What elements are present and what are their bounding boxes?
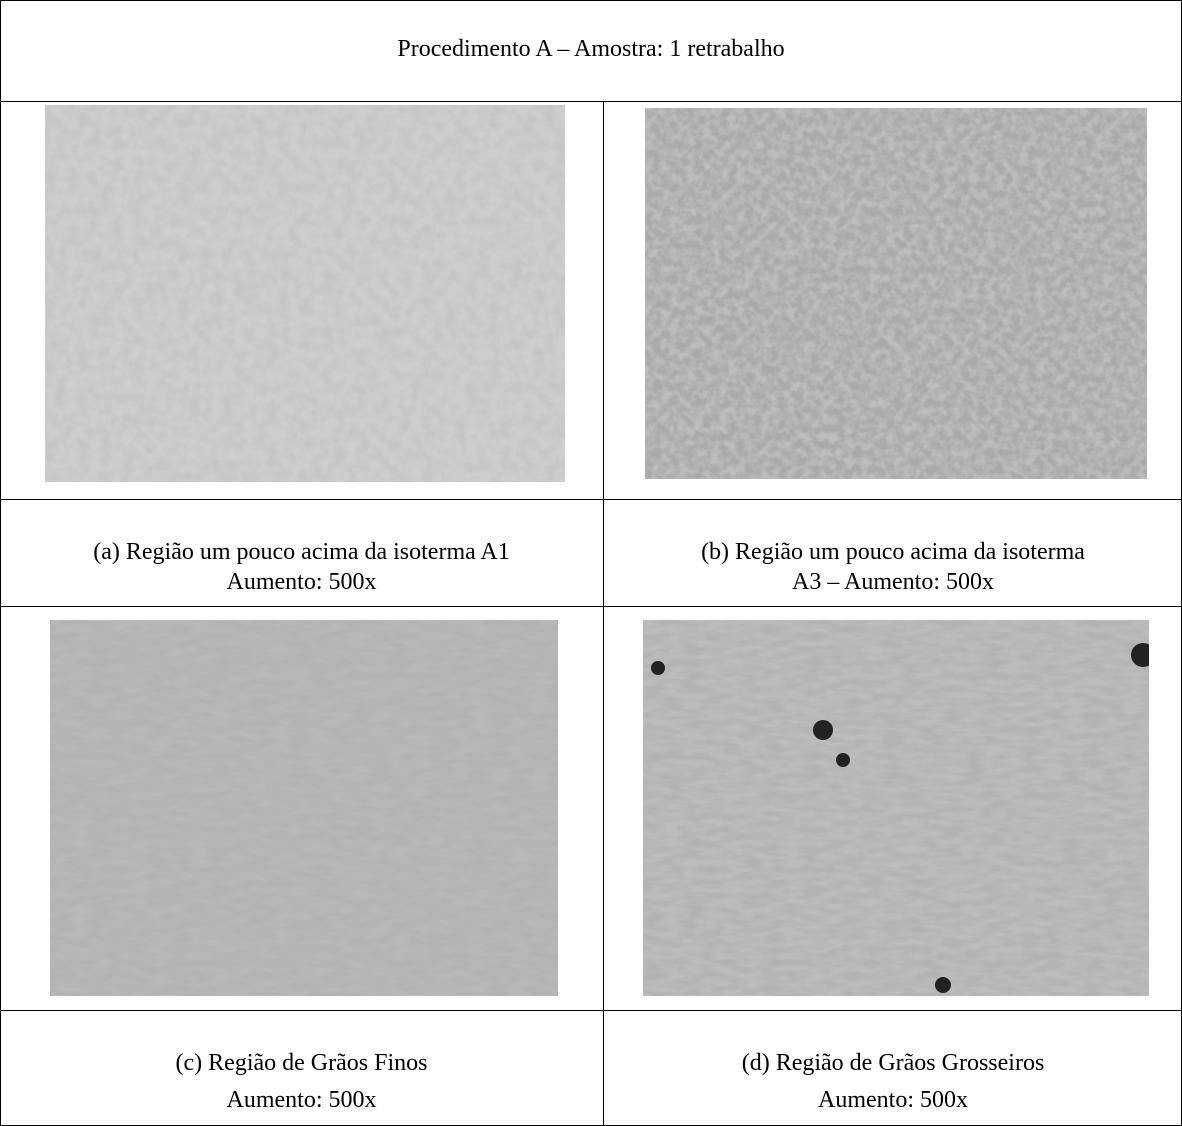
micrograph-d [643,620,1149,996]
caption: (c) Região de Grãos Finos [0,1048,603,1078]
caption: A3 – Aumento: 500x [604,567,1182,597]
col-line [603,101,604,1126]
row-line [0,1010,1182,1011]
page: Procedimento A – Amostra: 1 retrabalho (… [0,0,1182,1126]
caption: Aumento: 500x [0,567,603,597]
micrograph-a [45,105,565,482]
row-line [0,606,1182,607]
row-line [0,101,1182,102]
micrograph-b [645,108,1147,479]
caption: Aumento: 500x [0,1085,603,1115]
caption: (a) Região um pouco acima da isoterma A1 [0,537,603,567]
caption: Aumento: 500x [604,1085,1182,1115]
border [0,0,1182,1]
caption: (d) Região de Grãos Grosseiros [604,1048,1182,1078]
table-title: Procedimento A – Amostra: 1 retrabalho [0,34,1182,64]
micrograph-c [50,620,558,996]
row-line [0,499,1182,500]
caption: (b) Região um pouco acima da isoterma [604,537,1182,567]
